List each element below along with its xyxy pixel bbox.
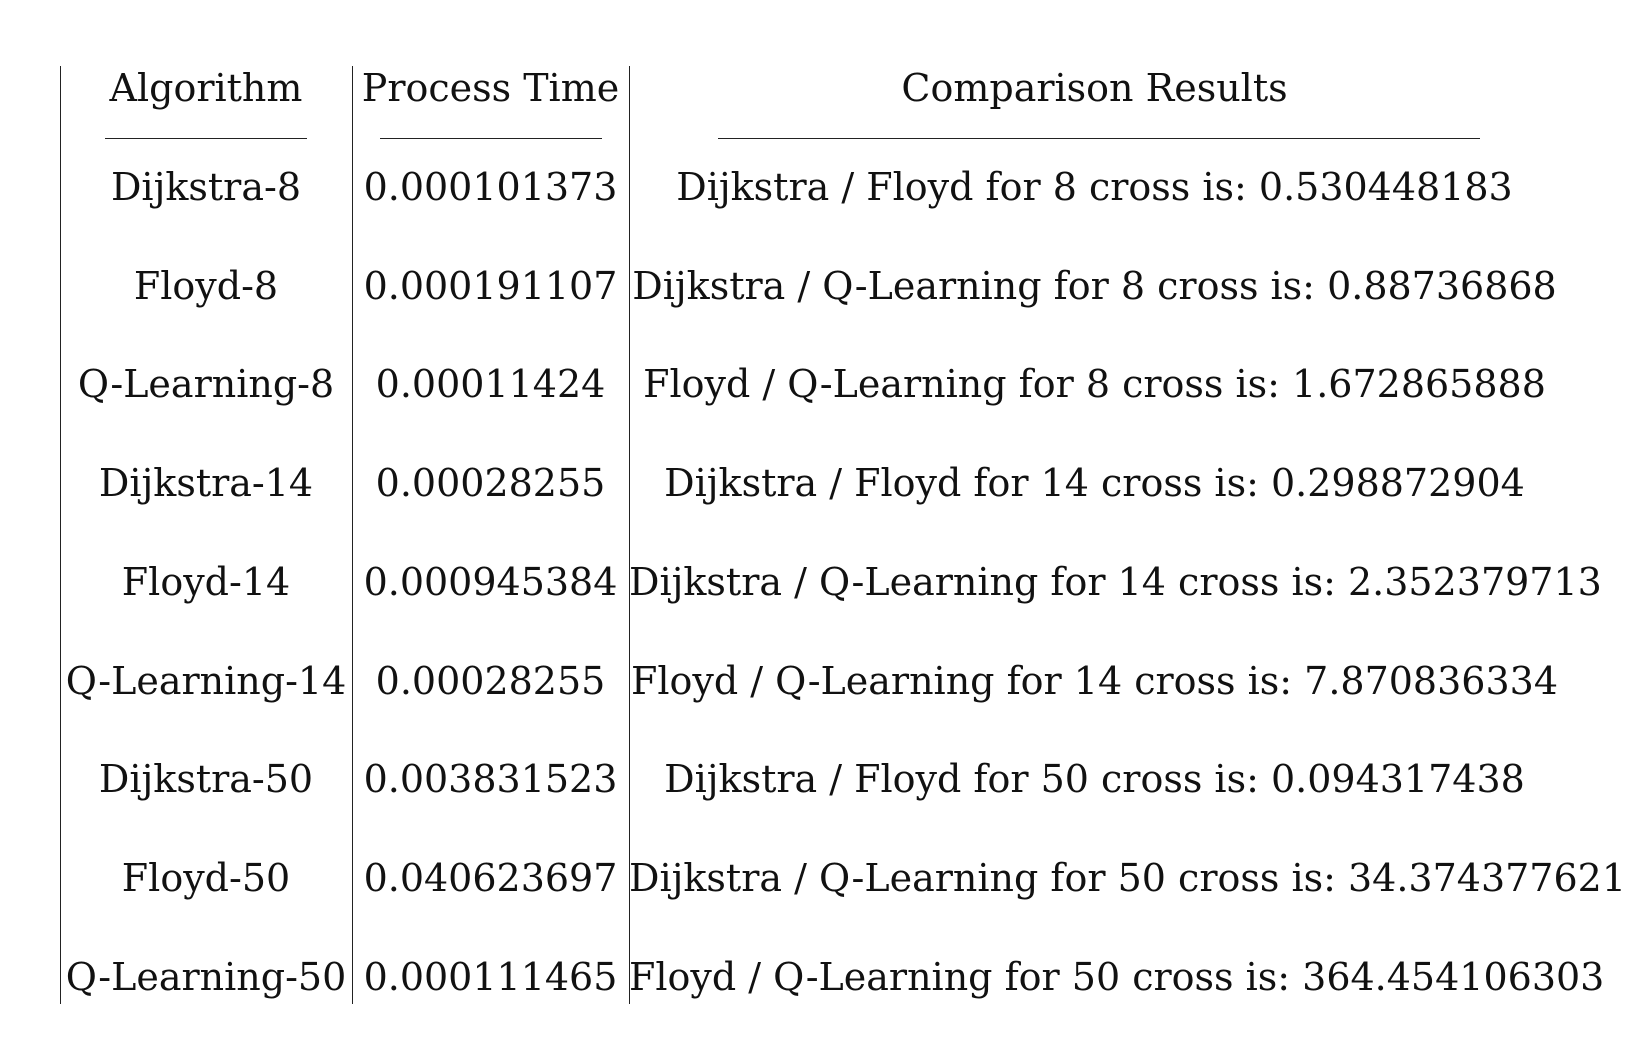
- cell-process-time: 0.040623697: [363, 856, 618, 900]
- header-process-time: Process Time: [361, 66, 620, 110]
- cell-algorithm: Q-Learning-14: [65, 659, 347, 703]
- header-algorithm: Algorithm: [109, 66, 303, 110]
- header-rule-comparison: [718, 138, 1480, 139]
- cell-comparison: Dijkstra / Q-Learning for 8 cross is: 0.…: [632, 264, 1557, 308]
- cell-algorithm: Dijkstra-14: [98, 461, 314, 505]
- table-left-border: [60, 66, 61, 1004]
- cell-comparison: Dijkstra / Floyd for 50 cross is: 0.0943…: [664, 757, 1525, 801]
- column-divider-2: [629, 66, 630, 1004]
- cell-algorithm: Floyd-50: [121, 856, 291, 900]
- cell-comparison: Dijkstra / Q-Learning for 14 cross is: 2…: [629, 560, 1602, 604]
- cell-algorithm: Q-Learning-50: [65, 955, 347, 999]
- header-comparison-results: Comparison Results: [901, 66, 1288, 110]
- column-divider-1: [352, 66, 353, 1004]
- cell-algorithm: Dijkstra-50: [98, 757, 314, 801]
- cell-process-time: 0.00028255: [375, 461, 606, 505]
- cell-process-time: 0.000945384: [363, 560, 618, 604]
- header-rule-algorithm: [105, 138, 307, 139]
- cell-comparison: Dijkstra / Floyd for 8 cross is: 0.53044…: [676, 165, 1513, 209]
- header-rule-process-time: [380, 138, 602, 139]
- cell-comparison: Floyd / Q-Learning for 50 cross is: 364.…: [629, 955, 1605, 999]
- cell-comparison: Floyd / Q-Learning for 14 cross is: 7.87…: [631, 659, 1558, 703]
- cell-process-time: 0.00028255: [375, 659, 606, 703]
- cell-comparison: Dijkstra / Q-Learning for 50 cross is: 3…: [629, 856, 1626, 900]
- cell-process-time: 0.000101373: [363, 165, 618, 209]
- cell-process-time: 0.00011424: [375, 362, 606, 406]
- cell-algorithm: Floyd-14: [121, 560, 291, 604]
- cell-process-time: 0.000111465: [363, 955, 618, 999]
- cell-comparison: Floyd / Q-Learning for 8 cross is: 1.672…: [643, 362, 1546, 406]
- cell-process-time: 0.000191107: [363, 264, 618, 308]
- cell-process-time: 0.003831523: [363, 757, 618, 801]
- cell-algorithm: Q-Learning-8: [77, 362, 335, 406]
- cell-algorithm: Floyd-8: [133, 264, 279, 308]
- cell-algorithm: Dijkstra-8: [110, 165, 302, 209]
- results-table: Algorithm Process Time Comparison Result…: [60, 66, 1626, 1004]
- cell-comparison: Dijkstra / Floyd for 14 cross is: 0.2988…: [664, 461, 1525, 505]
